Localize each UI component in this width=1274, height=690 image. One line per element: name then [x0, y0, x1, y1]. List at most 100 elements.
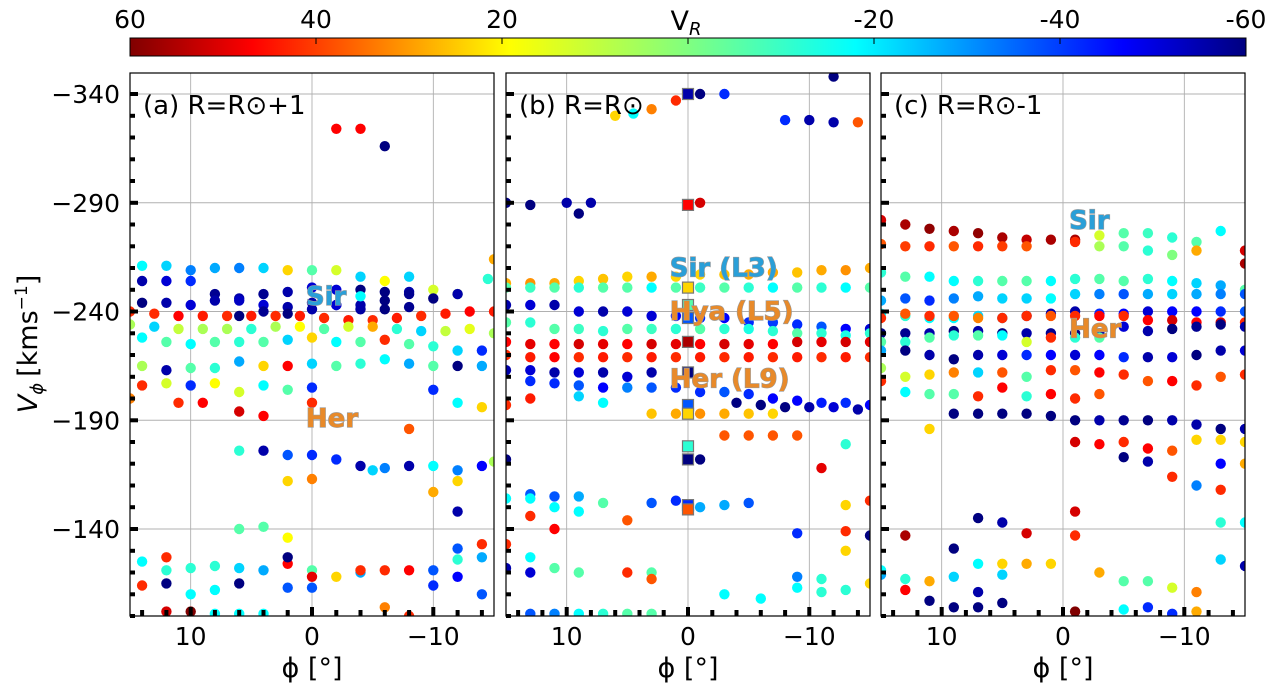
data-point [1094, 367, 1105, 378]
data-point [270, 321, 281, 332]
data-point [948, 571, 959, 582]
data-point [972, 586, 984, 598]
data-point [767, 430, 779, 441]
data-point [972, 602, 984, 613]
data-point [743, 388, 754, 400]
data-point [622, 306, 633, 317]
data-point [258, 565, 269, 576]
data-point [282, 360, 293, 372]
data-point [1021, 310, 1032, 322]
data-point [1094, 349, 1105, 361]
data-point [997, 330, 1008, 341]
data-point [1118, 288, 1129, 300]
data-point [221, 323, 233, 335]
data-point [1118, 275, 1129, 287]
data-point [743, 430, 754, 441]
data-point [1215, 484, 1226, 495]
data-point [1094, 567, 1105, 578]
colorbar-tick-label: -40 [1040, 5, 1081, 34]
data-point [997, 241, 1008, 252]
gridlines [130, 73, 494, 616]
data-point [924, 388, 935, 400]
data-point [792, 571, 803, 582]
data-point [792, 395, 803, 406]
data-point [779, 114, 791, 126]
data-point [573, 282, 584, 293]
data-point [1191, 380, 1202, 391]
data-point [840, 265, 851, 276]
data-point [1118, 228, 1129, 239]
data-point [622, 282, 633, 293]
x-tick-mark [831, 610, 836, 616]
data-point [525, 282, 536, 293]
data-point [997, 408, 1008, 419]
data-point [646, 408, 657, 419]
y-tick-mark [506, 570, 511, 575]
x-tick-mark [1158, 610, 1163, 616]
data-point [1167, 471, 1178, 482]
data-point [670, 323, 682, 335]
data-point [1239, 288, 1245, 300]
lagrange-point-marker [681, 311, 695, 325]
data-point [416, 325, 427, 337]
data-point [403, 271, 415, 282]
data-point [331, 299, 342, 311]
data-point [573, 380, 584, 391]
x-tick-mark [431, 607, 436, 616]
data-point [1094, 241, 1105, 252]
data-point [597, 397, 609, 408]
data-point [792, 352, 803, 363]
data-point [209, 295, 221, 306]
data-point [246, 323, 257, 335]
group-annotation: Her [306, 404, 358, 434]
data-point [306, 332, 318, 343]
data-point [258, 445, 269, 456]
data-point [1191, 236, 1202, 248]
data-point [506, 299, 512, 311]
x-tick-label: −10 [783, 622, 836, 651]
data-point [1191, 434, 1202, 445]
data-point [1142, 415, 1154, 426]
data-point [779, 402, 791, 413]
y-tick-mark [506, 592, 511, 597]
data-point [234, 523, 245, 535]
y-tick-mark [881, 461, 886, 466]
scatter-points [881, 214, 1245, 616]
data-point [343, 321, 354, 332]
y-tick-mark [130, 309, 138, 314]
data-point [136, 332, 148, 343]
data-point [294, 321, 306, 332]
data-point [597, 273, 609, 285]
x-tick-mark [358, 610, 363, 616]
x-tick-mark [710, 610, 715, 616]
data-point [306, 571, 318, 582]
data-point [549, 378, 560, 389]
data-point [306, 282, 318, 293]
x-tick-mark [1085, 610, 1090, 616]
data-point [161, 275, 172, 287]
data-point [549, 491, 560, 502]
data-point [573, 506, 584, 517]
data-point [1142, 456, 1154, 467]
data-point [670, 310, 682, 322]
data-point [948, 310, 959, 322]
x-tick-label: 0 [1055, 622, 1071, 651]
data-point [1142, 306, 1154, 317]
data-point [719, 408, 730, 419]
lagrange-point-marker [681, 503, 695, 516]
data-point [900, 241, 911, 252]
data-point [900, 271, 911, 282]
data-point [816, 397, 827, 408]
data-point [234, 356, 245, 367]
data-point [1045, 332, 1057, 343]
lagrange-point-marker [681, 366, 695, 379]
data-point [282, 265, 293, 276]
data-point [1215, 280, 1226, 291]
data-point [1191, 606, 1202, 616]
data-point [1118, 369, 1129, 380]
y-tick-mark [881, 592, 886, 597]
y-tick-mark [881, 374, 886, 379]
data-point [488, 456, 494, 467]
data-point [573, 323, 584, 335]
data-point [900, 573, 911, 585]
